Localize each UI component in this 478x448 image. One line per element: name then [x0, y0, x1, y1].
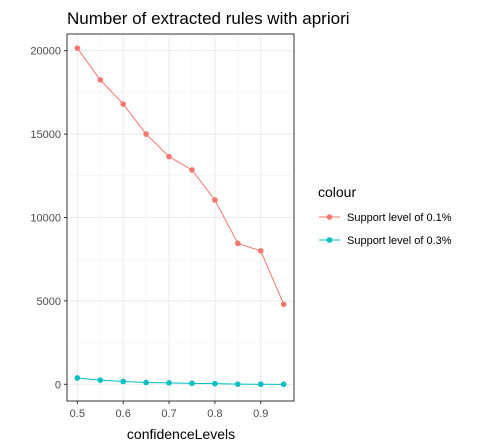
- y-tick-label: 5000: [37, 296, 61, 308]
- data-point: [257, 248, 264, 254]
- x-tick-label: 0.5: [70, 408, 85, 420]
- legend: colour Support level of 0.1%Support leve…: [318, 184, 452, 247]
- legend-key-point: [326, 214, 333, 220]
- data-point: [280, 301, 287, 308]
- series-line: [76, 47, 285, 305]
- x-axis: 0.5 0.6 0.7 0.8 0.9: [70, 401, 268, 420]
- y-tick-label: 0: [55, 379, 61, 391]
- y-tick-label: 20000: [30, 46, 61, 58]
- y-tick-label: 10000: [30, 213, 61, 225]
- major-gridlines: [67, 34, 294, 401]
- data-point: [189, 380, 195, 387]
- legend-label: Support level of 0.3%: [347, 235, 452, 247]
- legend-key-point: [326, 237, 333, 243]
- data-point: [212, 380, 218, 387]
- data-point: [212, 197, 218, 203]
- data-point: [166, 380, 172, 386]
- legend-items: Support level of 0.1% Support level of 0.…: [319, 212, 452, 247]
- legend-label: Support level of 0.1%: [347, 212, 452, 224]
- x-tick-label: 0.8: [207, 408, 222, 420]
- series-layer: [74, 45, 287, 388]
- plot-panel: [66, 33, 295, 402]
- data-point: [235, 240, 241, 247]
- data-point: [143, 131, 149, 137]
- x-tick-label: 0.9: [253, 408, 268, 420]
- x-tick-label: 0.6: [116, 408, 131, 420]
- y-axis: 0 5000 10000 15000 20000: [30, 46, 67, 391]
- data-point: [120, 378, 126, 385]
- x-axis-title: confidenceLevels: [127, 426, 235, 442]
- data-point: [74, 45, 81, 51]
- chart-title: Number of extracted rules with apriori: [67, 9, 350, 28]
- data-point: [166, 153, 172, 160]
- data-point: [120, 101, 126, 107]
- data-point: [74, 375, 81, 381]
- data-point: [97, 377, 104, 383]
- data-point: [280, 381, 287, 388]
- data-point: [235, 381, 241, 387]
- data-point: [143, 379, 149, 386]
- data-point: [257, 381, 264, 388]
- x-tick-label: 0.7: [161, 408, 176, 420]
- data-point: [189, 167, 195, 173]
- legend-title: colour: [318, 184, 356, 200]
- series-line: [77, 377, 284, 385]
- y-tick-label: 15000: [30, 129, 61, 141]
- data-point: [97, 77, 104, 83]
